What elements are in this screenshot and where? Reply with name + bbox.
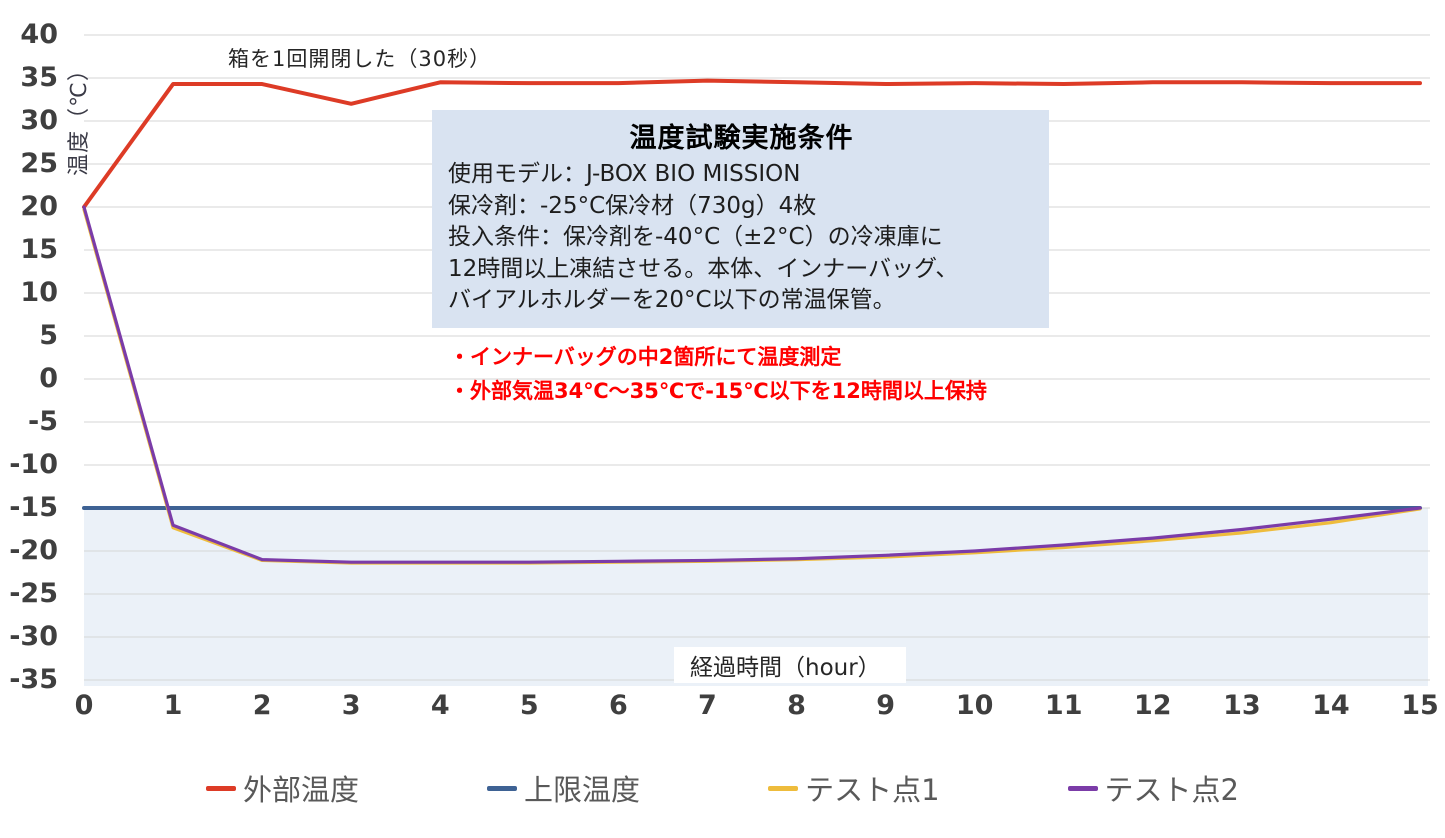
x-tick-label: 9 [876,690,895,721]
x-tick-label: 5 [519,690,539,721]
condition-line: 保冷剤：-25°C保冷材（730g）4枚 [448,192,817,219]
y-tick-label: 5 [39,320,58,351]
x-tick-label: 7 [698,690,717,721]
note-line: ・外部気温34℃～35℃で-15℃以下を12時間以上保持 [449,378,987,403]
legend-label: テスト点2 [1104,773,1239,807]
y-tick-label: 25 [20,148,58,179]
x-tick-label: 13 [1223,690,1261,721]
note-line: ・インナーバッグの中2箇所にて温度測定 [449,345,842,369]
legend-swatch [487,785,518,791]
condition-box: 温度試験実施条件 使用モデル：J-BOX BIO MISSION 保冷剤：-25… [432,110,1049,328]
x-tick-label: 6 [608,690,628,721]
legend-label: 外部温度 [243,773,360,807]
x-tick-label: 15 [1401,690,1439,721]
legend-swatch [1067,785,1098,791]
x-tick-label: 3 [341,690,361,721]
y-tick-label: 30 [20,105,58,136]
y-tick-label: 20 [20,191,58,222]
legend-item-3: テスト点2 [1067,767,1239,809]
y-tick-label: 0 [39,363,58,394]
y-axis-title: 温度（℃） [67,58,92,176]
legend-item-1: 上限温度 [487,767,640,809]
legend-item-2: テスト点1 [768,767,940,809]
x-tick-label: 1 [163,690,183,721]
x-tick-label: 0 [74,690,94,721]
x-tick-label: 14 [1312,690,1350,721]
x-axis-title: 経過時間（hour） [674,647,906,683]
legend-swatch [206,785,237,791]
condition-line: 投入条件：保冷剤を-40°C（±2°C）の冷凍庫に [448,224,943,250]
legend-swatch [768,785,799,791]
y-tick-label: 10 [20,277,58,308]
y-tick-label: -15 [9,492,58,523]
y-tick-label: -5 [28,406,58,437]
x-tick-label: 2 [252,690,272,721]
legend-label: テスト点1 [805,773,940,807]
y-tick-label: 15 [20,234,58,265]
x-tick-label: 11 [1044,690,1083,721]
legend-label: 上限温度 [524,773,641,807]
y-tick-label: -30 [9,621,58,652]
condition-box-title: 温度試験実施条件 [629,123,854,154]
x-tick-label: 12 [1134,690,1172,721]
x-tick-label: 8 [787,690,806,721]
box-open-annotation: 箱を1回開閉した（30秒） [228,47,492,71]
condition-line: バイアルホルダーを20°C以下の常温保管。 [448,287,896,313]
condition-line: 12時間以上凍結させる。本体、インナーバッグ、 [448,255,959,282]
y-tick-label: 40 [20,19,58,50]
condition-line: 使用モデル：J-BOX BIO MISSION [448,161,801,187]
x-tick-label: 4 [430,690,450,721]
y-tick-label: -10 [9,449,58,480]
legend-item-0: 外部温度 [206,767,359,809]
x-tick-label: 10 [955,690,994,721]
y-tick-label: -35 [9,664,58,695]
y-tick-label: -20 [9,535,58,566]
legend: 外部温度 上限温度 テスト点1 テスト点2 [0,767,1445,809]
y-tick-label: 35 [20,62,58,93]
y-tick-label: -25 [9,578,58,609]
measurement-notes: ・インナーバッグの中2箇所にて温度測定 ・外部気温34℃～35℃で-15℃以下を… [449,341,987,408]
